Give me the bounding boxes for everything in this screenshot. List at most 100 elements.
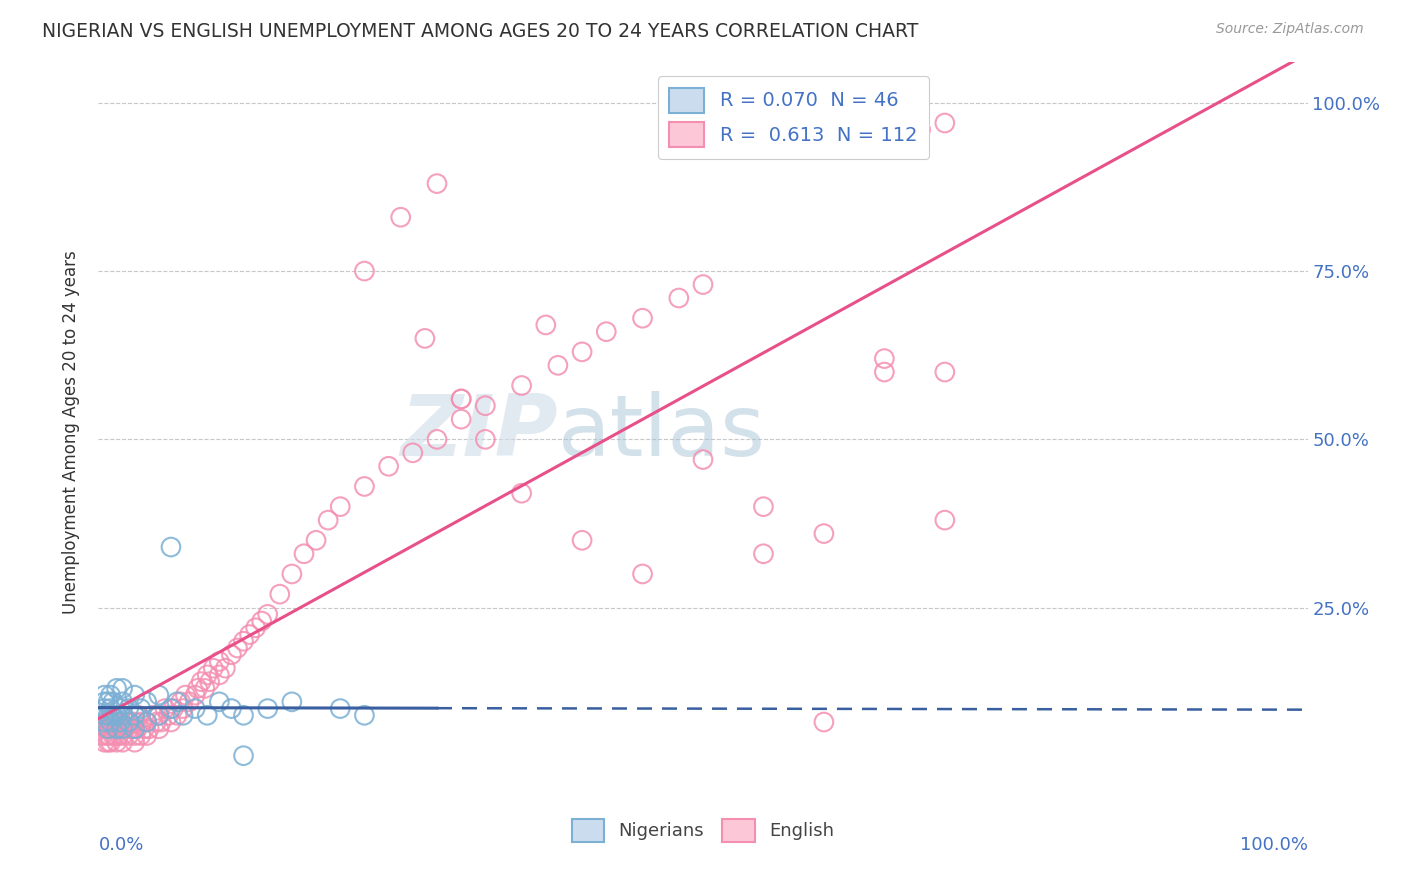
Point (232, 634, 254, 648)
Point (93, 714, 115, 729)
Point (187, 681, 209, 696)
Point (93, 735, 115, 749)
Point (353, 708, 375, 723)
Point (142, 708, 165, 723)
Point (100, 701, 122, 715)
Point (232, 748, 254, 763)
Point (105, 714, 128, 729)
Text: ZIP: ZIP (401, 391, 558, 475)
Point (145, 714, 167, 729)
Point (595, 325, 617, 339)
Point (172, 701, 194, 715)
Point (631, 566, 654, 581)
Point (281, 566, 304, 581)
Point (124, 714, 146, 729)
Point (208, 668, 231, 682)
Point (692, 277, 714, 292)
Point (100, 688, 122, 702)
Point (160, 540, 183, 554)
Point (752, 547, 775, 561)
Point (153, 701, 176, 715)
Point (426, 433, 449, 447)
Text: Source: ZipAtlas.com: Source: ZipAtlas.com (1216, 22, 1364, 37)
Point (135, 695, 157, 709)
Point (100, 722, 122, 736)
Point (129, 729, 152, 743)
Point (413, 331, 436, 345)
Point (166, 708, 188, 723)
Point (111, 735, 134, 749)
Point (389, 211, 412, 225)
Point (111, 708, 134, 723)
Point (934, 365, 956, 379)
Point (118, 701, 141, 715)
Point (547, 359, 569, 373)
Point (148, 708, 170, 723)
Point (292, 547, 315, 561)
Point (148, 688, 170, 702)
Point (148, 708, 170, 723)
Point (934, 513, 956, 527)
Point (105, 681, 128, 696)
Point (160, 701, 183, 715)
Point (316, 513, 339, 527)
Point (124, 708, 146, 723)
Point (111, 722, 134, 736)
Point (668, 291, 690, 305)
Point (179, 695, 201, 709)
Point (100, 708, 122, 723)
Point (329, 701, 352, 715)
Point (100, 735, 122, 749)
Point (129, 701, 152, 715)
Point (214, 661, 236, 675)
Point (160, 714, 183, 729)
Point (631, 311, 654, 326)
Legend: Nigerians, English: Nigerians, English (564, 812, 842, 849)
Point (114, 722, 136, 736)
Point (111, 729, 134, 743)
Point (101, 729, 124, 743)
Point (377, 459, 399, 474)
Point (510, 486, 533, 500)
Point (93, 708, 115, 723)
Point (111, 695, 134, 709)
Point (93, 701, 115, 715)
Point (194, 681, 217, 696)
Point (172, 708, 194, 723)
Point (105, 735, 128, 749)
Point (148, 722, 170, 736)
Y-axis label: Unemployment Among Ages 20 to 24 years: Unemployment Among Ages 20 to 24 years (62, 251, 80, 615)
Point (245, 621, 267, 635)
Point (752, 500, 775, 514)
Point (108, 714, 131, 729)
Point (190, 674, 212, 689)
Point (426, 177, 449, 191)
Point (402, 446, 425, 460)
Point (108, 701, 131, 715)
Point (281, 695, 304, 709)
Point (118, 714, 141, 729)
Point (134, 722, 156, 736)
Point (93, 695, 115, 709)
Point (105, 708, 128, 723)
Point (232, 708, 254, 723)
Point (474, 399, 496, 413)
Point (873, 351, 896, 366)
Point (138, 722, 160, 736)
Text: 0.0%: 0.0% (98, 836, 143, 855)
Point (135, 729, 157, 743)
Point (256, 607, 278, 622)
Point (269, 587, 291, 601)
Point (118, 714, 141, 729)
Point (97, 695, 120, 709)
Point (510, 378, 533, 392)
Point (131, 714, 153, 729)
Point (101, 714, 124, 729)
Point (450, 412, 472, 426)
Point (93, 688, 115, 702)
Point (534, 318, 557, 332)
Point (94, 722, 117, 736)
Point (169, 695, 191, 709)
Point (127, 708, 149, 723)
Point (97, 708, 120, 723)
